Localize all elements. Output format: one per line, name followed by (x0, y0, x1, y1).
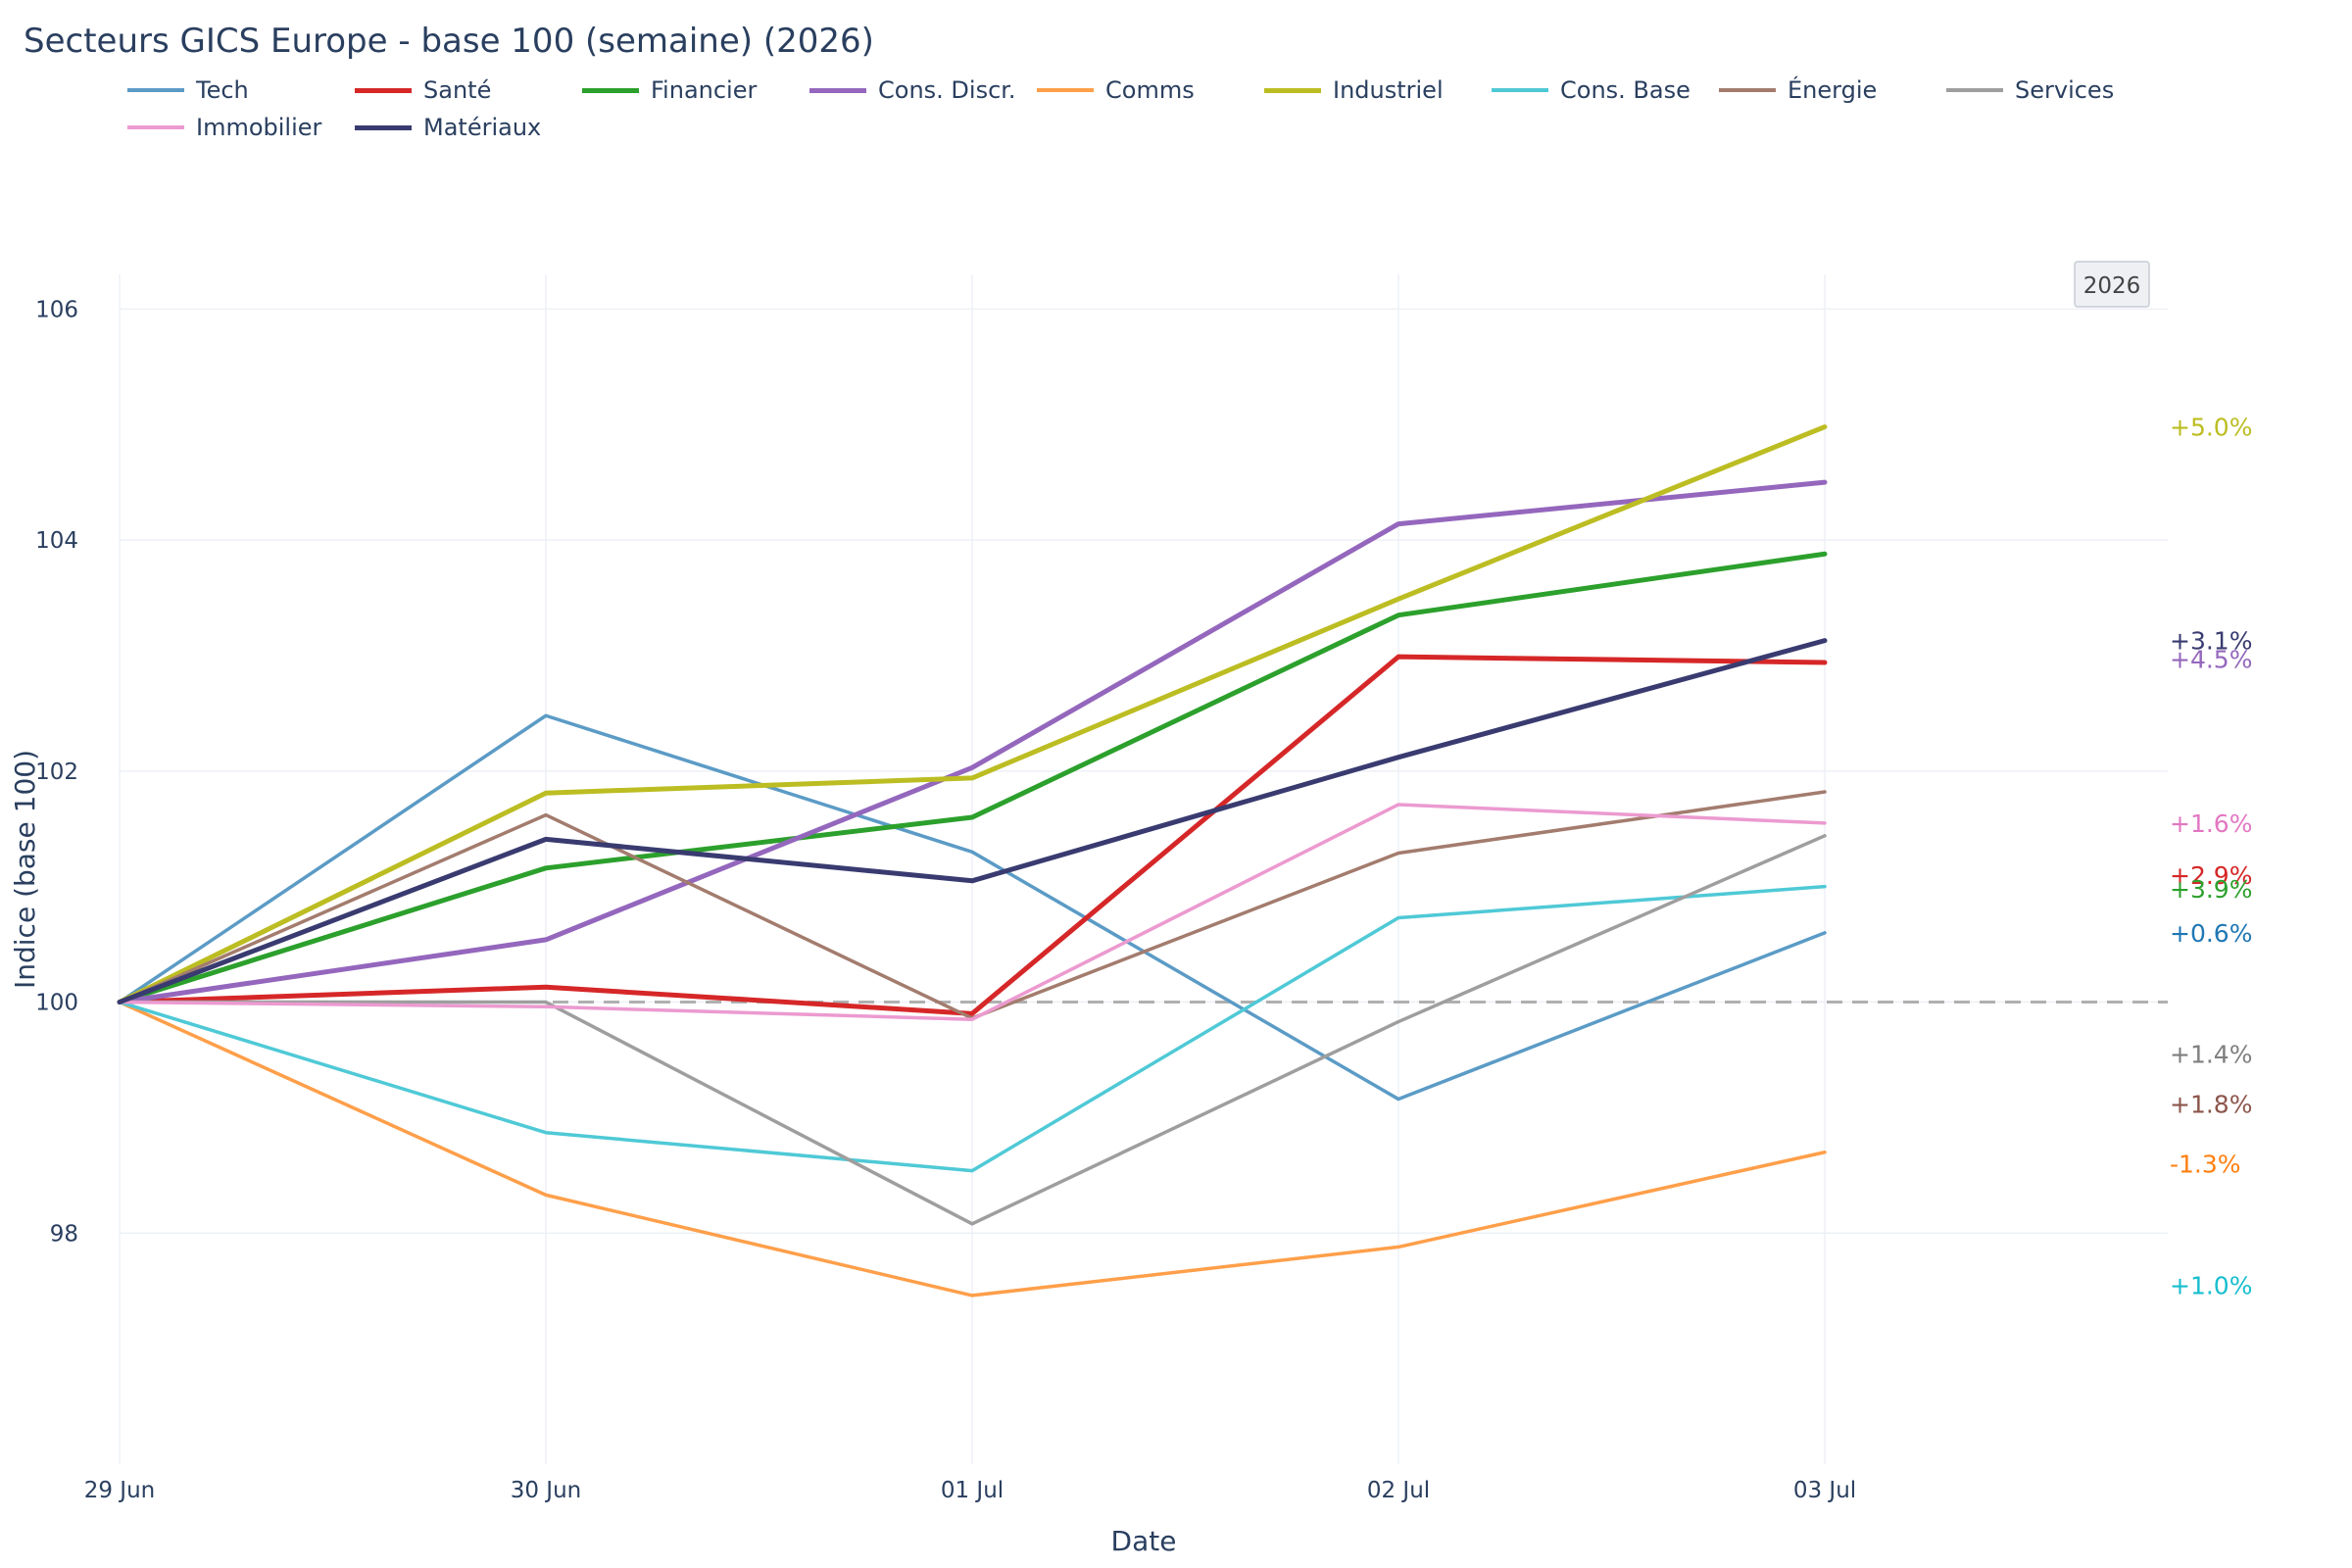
legend-swatch (1719, 88, 1776, 92)
legend-label: Cons. Discr. (878, 76, 1016, 104)
legend-item: Énergie (1719, 73, 1877, 108)
end-label: +3.1% (2170, 627, 2252, 656)
y-axis-title: Indice (base 100) (9, 750, 41, 989)
end-label: +1.4% (2170, 1041, 2252, 1069)
x-tick-label: 02 Jul (1367, 1478, 1430, 1503)
legend-item: Industriel (1264, 73, 1444, 108)
legend-item: Cons. Discr. (809, 73, 1016, 108)
legend-label: Immobilier (196, 114, 322, 141)
legend-label: Financier (651, 76, 758, 104)
end-label: +5.0% (2170, 414, 2252, 442)
legend-swatch (127, 88, 184, 92)
legend-label: Tech (196, 76, 249, 104)
end-label: -1.3% (2170, 1151, 2241, 1179)
legend-swatch (355, 87, 412, 93)
year-badge (2074, 261, 2150, 308)
y-tick-label: 106 (35, 297, 78, 322)
legend-label: Industriel (1333, 76, 1444, 104)
end-label: +1.8% (2170, 1090, 2252, 1118)
legend-item: Comms (1037, 73, 1195, 108)
x-tick-label: 01 Jul (941, 1478, 1004, 1503)
y-tick-label: 104 (35, 528, 78, 554)
end-label: +0.6% (2170, 919, 2252, 948)
end-label: +1.0% (2170, 1271, 2252, 1299)
y-tick-label: 100 (35, 991, 78, 1016)
legend-label: Cons. Base (1560, 76, 1690, 104)
legend-label: Comms (1105, 76, 1195, 104)
legend-swatch (1492, 88, 1548, 92)
legend-item: Santé (355, 73, 491, 108)
legend-item: Matériaux (355, 110, 541, 145)
legend-label: Énergie (1788, 76, 1878, 104)
end-label: +4.5% (2170, 645, 2252, 673)
x-tick-label: 03 Jul (1793, 1478, 1856, 1503)
x-axis-title: Date (1111, 1525, 1177, 1557)
legend-item: Cons. Base (1492, 73, 1690, 108)
legend-swatch (355, 124, 412, 130)
chart-title: Secteurs GICS Europe - base 100 (semaine… (24, 22, 874, 61)
legend-item: Tech (127, 73, 249, 108)
end-label: +2.9% (2170, 861, 2252, 890)
legend-swatch (582, 87, 639, 93)
legend-item: Services (1946, 73, 2114, 108)
x-tick-label: 30 Jun (511, 1478, 582, 1503)
y-tick-label: 102 (35, 760, 78, 785)
end-label: +1.6% (2170, 809, 2252, 838)
legend-swatch (809, 87, 866, 93)
end-label: +3.9% (2170, 875, 2252, 904)
legend-label: Santé (423, 76, 492, 104)
y-tick-label: 98 (50, 1221, 78, 1247)
legend-swatch (127, 125, 184, 129)
legend-swatch (1946, 88, 2003, 92)
year-badge-label: 2026 (2083, 273, 2141, 299)
legend-item: Immobilier (127, 110, 321, 145)
legend-label: Services (2015, 76, 2115, 104)
x-tick-label: 29 Jun (84, 1478, 156, 1503)
legend-swatch (1264, 87, 1321, 93)
legend-item: Financier (582, 73, 757, 108)
legend-label: Matériaux (423, 114, 542, 141)
legend-swatch (1037, 88, 1094, 92)
